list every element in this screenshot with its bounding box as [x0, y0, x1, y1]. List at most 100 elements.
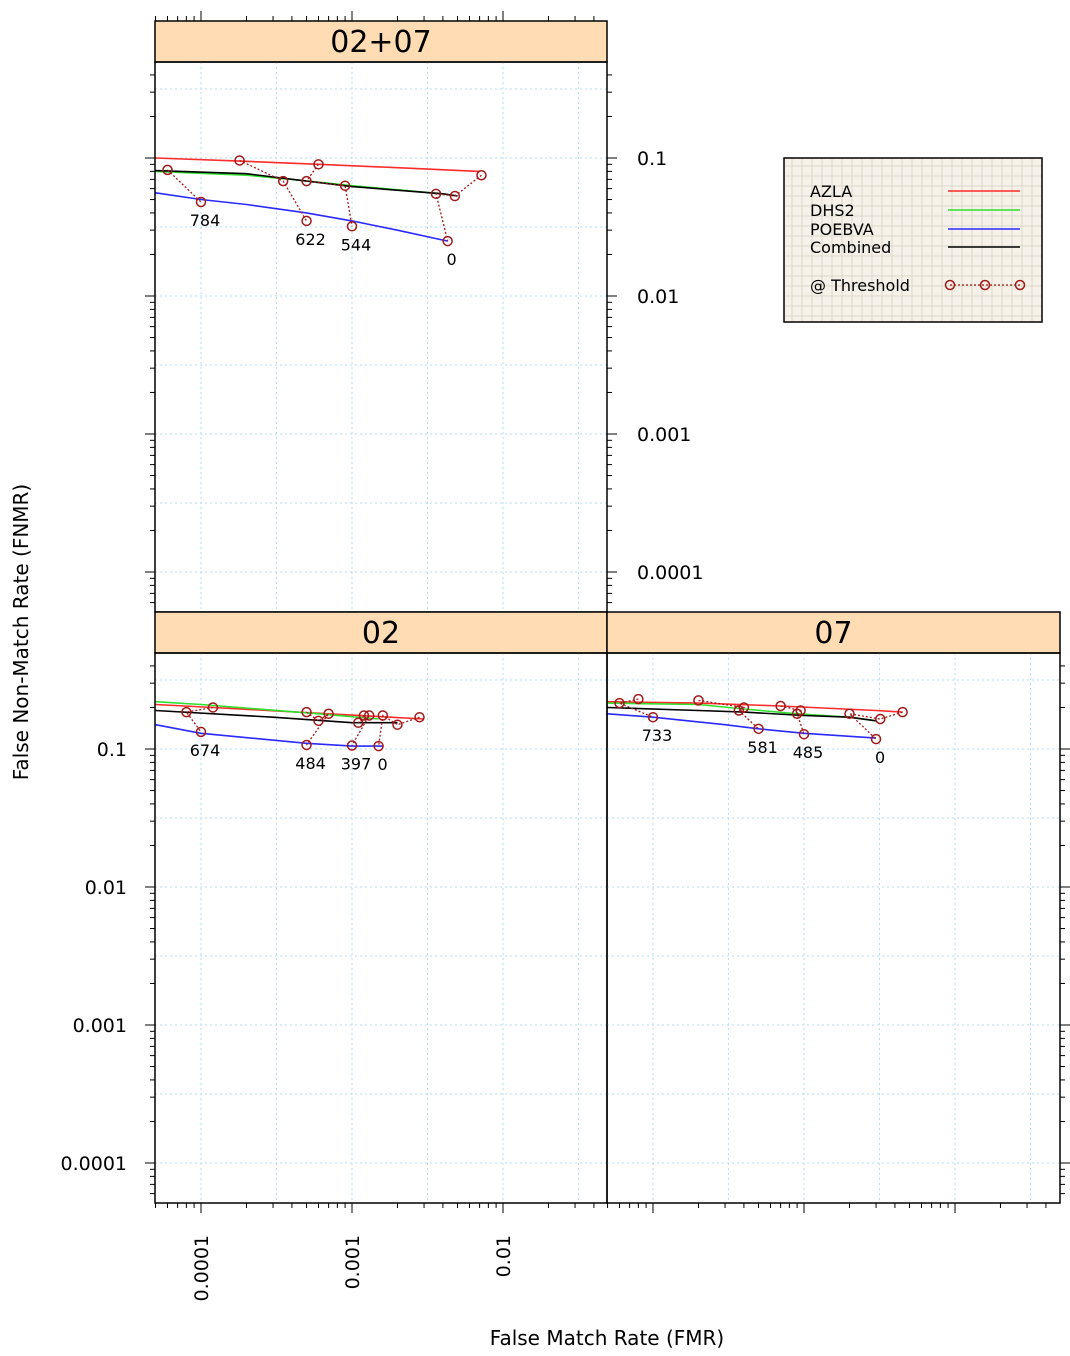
threshold-label: 622 [295, 230, 326, 249]
y-tick-label: 0.0001 [61, 1153, 127, 1175]
legend-label: @ Threshold [810, 276, 910, 295]
y-tick-label: 0.001 [637, 424, 691, 446]
threshold-marker [442, 235, 453, 247]
series-line-poebva [607, 713, 877, 739]
panel-strip [154, 611, 608, 654]
series-line-combined [155, 169, 458, 197]
y-tick-label: 0.1 [637, 148, 667, 170]
threshold-label: 581 [747, 738, 778, 757]
threshold-line [698, 699, 759, 730]
threshold-marker [313, 715, 324, 727]
series-line-dhs2 [155, 700, 379, 720]
threshold-marker [693, 695, 704, 706]
threshold-marker [875, 713, 886, 725]
threshold-marker [277, 175, 289, 187]
x-axis-title: False Match Rate (FMR) [490, 1326, 724, 1350]
legend-label: Combined [810, 238, 891, 257]
series-line-combined [155, 709, 398, 724]
x-tick-label: 0.001 [342, 1235, 364, 1289]
legend-box [783, 157, 1043, 323]
panel-02: 02 674 484 397 0 [154, 611, 608, 1204]
threshold-label: 397 [341, 755, 372, 774]
grid [155, 62, 607, 612]
threshold-marker [358, 710, 370, 721]
series-line-poebva [155, 192, 448, 242]
threshold-line [305, 163, 353, 227]
panel-frame [154, 61, 608, 613]
threshold-line [305, 711, 330, 746]
panel-07: 07 733 581 485 0 [606, 611, 1061, 1204]
panel-title: 02+07 [330, 25, 431, 60]
y-tick-label: 0.01 [85, 877, 127, 899]
threshold-marker [647, 711, 659, 723]
threshold-marker [870, 733, 882, 745]
threshold-marker [301, 175, 312, 187]
threshold-label: 0 [377, 755, 387, 774]
threshold-marker [301, 706, 312, 718]
threshold-marker [346, 221, 358, 232]
panel-strip [154, 20, 608, 63]
grid [155, 653, 607, 1203]
threshold-line [185, 706, 214, 733]
threshold-marker [897, 706, 908, 718]
threshold-marker [775, 700, 786, 712]
threshold-line [377, 714, 420, 747]
threshold-marker [614, 697, 625, 709]
threshold-label: 733 [642, 726, 673, 745]
y-tick-label: 0.01 [637, 286, 679, 308]
threshold-marker [195, 726, 207, 738]
threshold-label: 544 [341, 235, 372, 254]
threshold-line [780, 705, 805, 735]
threshold-marker [181, 706, 192, 718]
threshold-marker [207, 702, 219, 713]
threshold-marker [795, 705, 806, 716]
panel-strip [606, 611, 1061, 654]
threshold-marker [798, 728, 810, 740]
threshold-marker [363, 710, 375, 721]
legend-label: DHS2 [810, 201, 855, 220]
legend-marker [944, 279, 956, 291]
threshold-marker [301, 739, 312, 751]
threshold-marker [377, 710, 389, 721]
x-tick-label: 0.01 [493, 1235, 515, 1277]
threshold-marker [791, 708, 803, 720]
panel-title: 02 [362, 616, 400, 651]
y-tick-label: 0.1 [97, 739, 127, 761]
legend-marker [1014, 279, 1026, 291]
panel-02-plus-07: 02+07 784 622 544 0 [154, 20, 608, 613]
panel-title: 07 [814, 616, 852, 651]
threshold-label: 484 [295, 754, 326, 773]
threshold-line [435, 174, 482, 242]
axes: 0.1 0.01 0.001 0.0001 0.1 0.01 0.001 0.0001 0.00… [61, 11, 1070, 1301]
threshold-marker [733, 705, 745, 716]
threshold-line [847, 711, 903, 740]
threshold-marker [323, 708, 334, 720]
threshold-label: 784 [190, 211, 221, 230]
threshold-marker [346, 740, 358, 751]
threshold-marker [633, 693, 644, 705]
threshold-marker [162, 164, 173, 176]
threshold-marker [753, 723, 764, 735]
legend-label: AZLA [810, 182, 852, 201]
threshold-marker [430, 188, 442, 200]
x-tick-label: 0.0001 [191, 1235, 213, 1301]
threshold-label: 0 [875, 748, 885, 767]
threshold-label: 485 [793, 743, 824, 762]
threshold-marker [234, 155, 245, 166]
threshold-marker [339, 180, 351, 191]
threshold-label: 0 [447, 250, 457, 269]
threshold-marker [414, 711, 425, 723]
y-tick-label: 0.001 [73, 1015, 127, 1037]
threshold-marker [392, 719, 403, 730]
threshold-marker [738, 702, 750, 713]
legend-marker [979, 279, 991, 291]
y-tick-label: 0.0001 [637, 562, 703, 584]
threshold-label: 674 [190, 741, 221, 760]
grid [607, 653, 1060, 1203]
threshold-marker [449, 190, 461, 202]
threshold-marker [844, 708, 855, 720]
threshold-marker [313, 159, 324, 170]
series-line-poebva [155, 723, 383, 747]
